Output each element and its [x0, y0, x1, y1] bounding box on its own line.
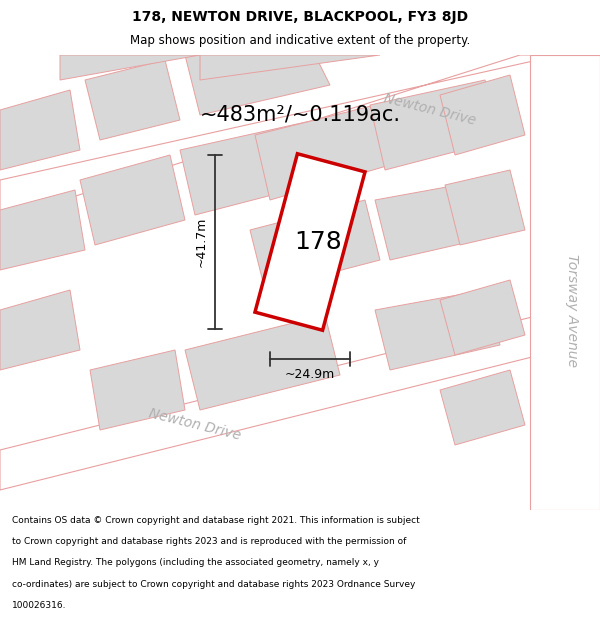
Polygon shape — [370, 80, 500, 170]
Polygon shape — [255, 105, 390, 200]
Polygon shape — [375, 290, 500, 370]
Polygon shape — [80, 155, 185, 245]
Polygon shape — [60, 55, 200, 80]
Polygon shape — [180, 120, 330, 215]
Text: co-ordinates) are subject to Crown copyright and database rights 2023 Ordnance S: co-ordinates) are subject to Crown copyr… — [12, 579, 415, 589]
Polygon shape — [90, 350, 185, 430]
Text: 100026316.: 100026316. — [12, 601, 67, 610]
Polygon shape — [440, 370, 525, 445]
Text: 178, NEWTON DRIVE, BLACKPOOL, FY3 8JD: 178, NEWTON DRIVE, BLACKPOOL, FY3 8JD — [132, 10, 468, 24]
Polygon shape — [440, 75, 525, 155]
Polygon shape — [85, 60, 180, 140]
Polygon shape — [445, 170, 525, 245]
Text: Map shows position and indicative extent of the property.: Map shows position and indicative extent… — [130, 34, 470, 47]
Polygon shape — [250, 200, 380, 290]
Text: HM Land Registry. The polygons (including the associated geometry, namely x, y: HM Land Registry. The polygons (includin… — [12, 558, 379, 568]
Polygon shape — [185, 55, 330, 115]
Polygon shape — [0, 90, 80, 170]
Polygon shape — [0, 190, 85, 270]
Polygon shape — [530, 55, 600, 510]
Polygon shape — [0, 290, 80, 370]
Text: Newton Drive: Newton Drive — [148, 407, 242, 443]
Text: Torsway Avenue: Torsway Avenue — [565, 254, 579, 366]
Text: 178: 178 — [294, 230, 342, 254]
Polygon shape — [255, 154, 365, 330]
Polygon shape — [0, 300, 600, 490]
Polygon shape — [440, 280, 525, 355]
Text: Contains OS data © Crown copyright and database right 2021. This information is : Contains OS data © Crown copyright and d… — [12, 516, 420, 525]
Text: ~483m²/~0.119ac.: ~483m²/~0.119ac. — [199, 105, 401, 125]
Polygon shape — [375, 180, 500, 260]
Polygon shape — [185, 315, 340, 410]
Text: ~24.9m: ~24.9m — [285, 369, 335, 381]
Polygon shape — [200, 55, 380, 80]
Text: to Crown copyright and database rights 2023 and is reproduced with the permissio: to Crown copyright and database rights 2… — [12, 537, 406, 546]
Text: Newton Drive: Newton Drive — [383, 92, 478, 128]
Polygon shape — [0, 55, 560, 220]
Text: ~41.7m: ~41.7m — [194, 217, 208, 268]
